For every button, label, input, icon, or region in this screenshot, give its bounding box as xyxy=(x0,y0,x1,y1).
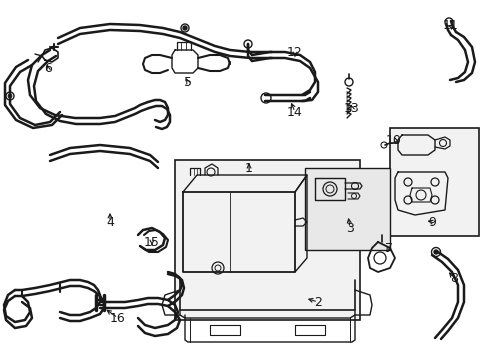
Text: 13: 13 xyxy=(344,102,359,114)
Text: 12: 12 xyxy=(286,45,302,59)
Bar xyxy=(305,168,389,250)
Text: 15: 15 xyxy=(144,235,160,248)
Circle shape xyxy=(433,250,437,254)
Bar xyxy=(175,160,359,320)
Text: 10: 10 xyxy=(385,134,401,147)
Text: 14: 14 xyxy=(286,105,302,118)
Text: 9: 9 xyxy=(427,216,435,229)
Text: 7: 7 xyxy=(384,242,392,255)
Text: 16: 16 xyxy=(110,311,125,324)
Text: 2: 2 xyxy=(313,296,321,309)
Text: 3: 3 xyxy=(346,221,353,234)
Text: 5: 5 xyxy=(183,76,192,89)
Text: 1: 1 xyxy=(244,162,252,175)
Text: 11: 11 xyxy=(442,18,458,32)
Text: 6: 6 xyxy=(44,62,52,75)
Circle shape xyxy=(183,26,186,30)
Circle shape xyxy=(8,94,12,98)
Text: 8: 8 xyxy=(449,271,457,284)
Text: 4: 4 xyxy=(106,216,114,229)
Bar xyxy=(389,128,478,236)
